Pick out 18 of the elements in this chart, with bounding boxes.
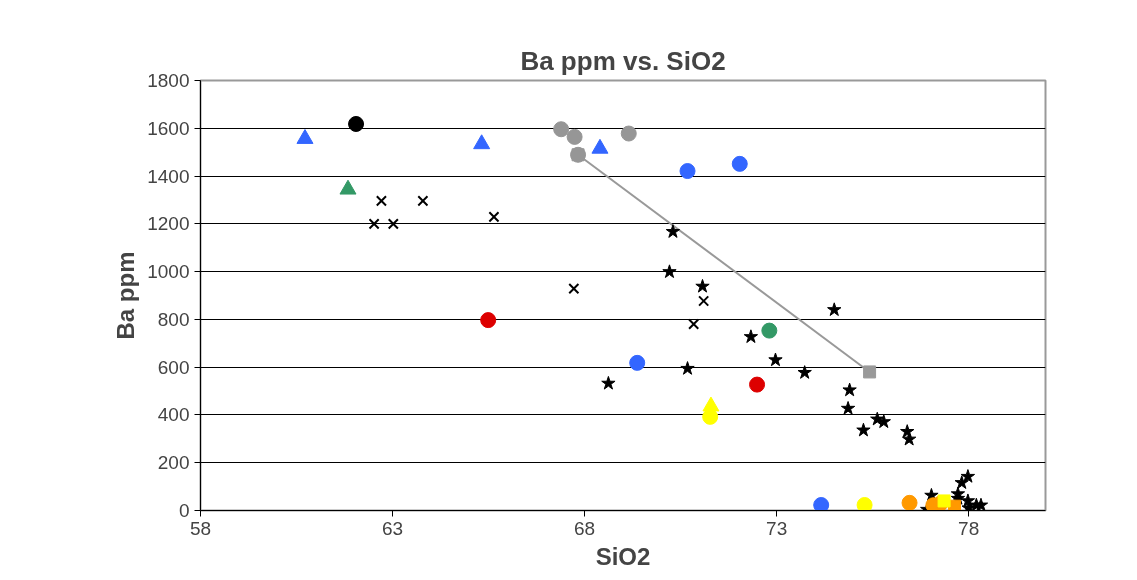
x-tick-label: 58: [189, 517, 212, 539]
y-tick-label: 1000: [147, 261, 190, 283]
x-tick-label: 73: [766, 517, 788, 539]
x-axis-title: SiO2: [595, 542, 651, 570]
y-axis-title: Ba ppm: [112, 251, 140, 340]
y-tick-label: 0: [178, 500, 190, 521]
y-tick-label: 400: [157, 404, 190, 426]
x-tick-label: 78: [958, 517, 980, 539]
x-tick-label: 68: [574, 517, 596, 539]
chart-title: Ba ppm vs. SiO2: [520, 45, 726, 76]
y-tick-label: 1600: [147, 117, 190, 139]
y-tick-label: 1400: [147, 165, 190, 187]
y-tick-label: 800: [157, 308, 190, 330]
y-tick-label: 1200: [147, 213, 190, 235]
y-tick-label: 1800: [147, 70, 190, 91]
y-tick-label: 200: [157, 452, 190, 474]
y-tick-label: 600: [157, 356, 190, 378]
x-tick-label: 63: [381, 517, 404, 539]
